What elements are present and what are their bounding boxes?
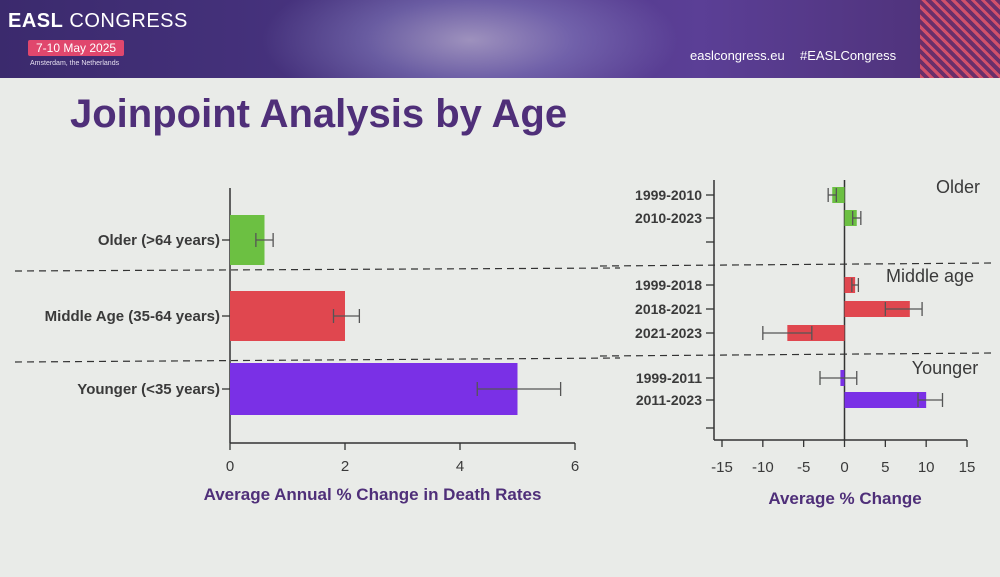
right-x-tick-label: -15 [711,459,733,476]
slide-title: Joinpoint Analysis by Age [70,92,568,136]
right-bar [787,325,845,341]
right-row-label: 2018-2021 [635,301,702,317]
right-bar [844,277,856,293]
left-x-tick-label: 4 [456,458,464,475]
left-group-divider [14,267,621,272]
right-x-tick-label: -10 [752,459,774,476]
right-x-tick-label: 10 [918,459,935,476]
right-row-label: 2011-2023 [636,392,702,408]
right-row-label: 2021-2023 [635,325,702,341]
right-x-tick-label: -5 [797,459,810,476]
right-bar [832,187,845,203]
easl-logo: EASL CONGRESS [8,10,188,32]
right-bar [844,392,927,408]
right-x-tick-label: 5 [881,459,889,476]
congress-banner: EASL CONGRESS 7-10 May 2025 Amsterdam, t… [0,0,1000,78]
left-x-tick-label: 6 [571,458,579,475]
right-bar [844,210,857,226]
left-x-tick-label: 2 [341,458,349,475]
right-group-divider [599,352,996,357]
left-category-label: Middle Age (35-64 years) [45,308,220,325]
website-label: easlcongress.eu [690,48,785,63]
right-x-axis-label: Average % Change [768,489,921,508]
congress-location: Amsterdam, the Netherlands [30,60,120,67]
left-x-axis-label: Average Annual % Change in Death Rates [204,485,542,504]
left-bar [230,363,518,415]
right-row-label: 1999-2018 [635,277,702,293]
hashtag-label: #EASLCongress [800,48,897,63]
right-row-label: 1999-2010 [635,187,702,203]
right-group-divider [599,262,996,267]
congress-dates: 7-10 May 2025 [28,40,125,56]
left-bar [230,291,345,341]
right-bar [844,301,910,317]
right-x-tick-label: 0 [840,459,848,476]
left-x-tick-label: 0 [226,458,234,475]
left-category-label: Younger (<35 years) [77,381,220,398]
right-group-label: Older [936,177,980,197]
right-row-label: 1999-2011 [636,370,702,386]
right-row-label: 2010-2023 [635,210,702,226]
left-category-label: Older (>64 years) [98,232,220,249]
right-group-label: Middle age [886,266,974,286]
banner-graphic [260,0,680,78]
banner-stripes [920,0,1000,78]
right-group-label: Younger [912,358,978,378]
left-group-divider [14,357,621,363]
right-x-tick-label: 15 [959,459,976,476]
